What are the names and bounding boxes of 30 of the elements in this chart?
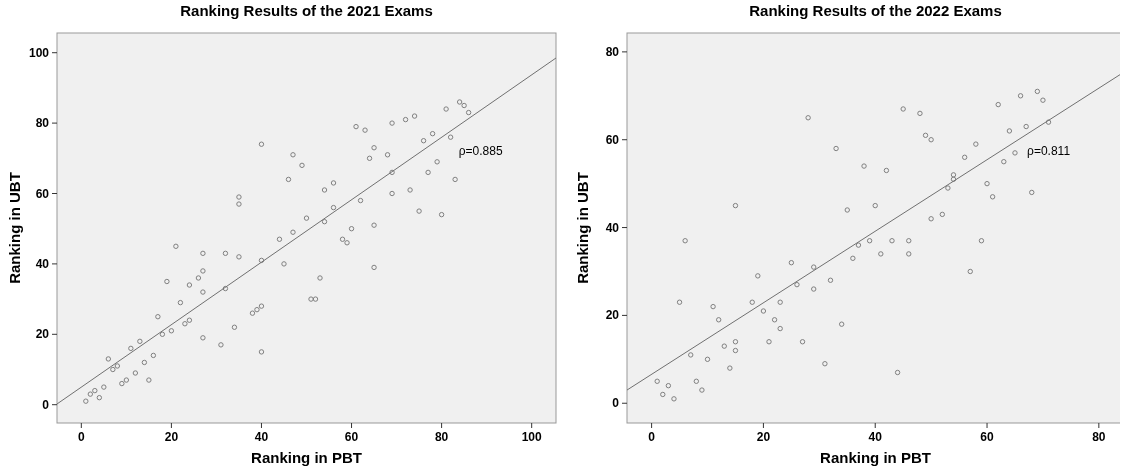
y-tick-label: 0 <box>612 396 620 411</box>
x-tick-label: 60 <box>980 430 995 444</box>
x-tick-label: 0 <box>648 430 656 444</box>
x-tick-label: 80 <box>434 430 449 444</box>
x-tick-label: 60 <box>344 430 359 444</box>
y-axis-title: Ranking in UBT <box>6 172 23 284</box>
y-tick-label: 40 <box>605 220 620 235</box>
x-axis-title: Ranking in PBT <box>820 449 931 466</box>
chart-title: Ranking Results of the 2021 Exams <box>180 2 433 19</box>
x-tick-label: 80 <box>1092 430 1106 444</box>
y-tick-label: 80 <box>35 116 50 131</box>
x-tick-label: 20 <box>756 430 771 444</box>
annotation: ρ=0.885 <box>458 144 503 158</box>
y-tick-label: 60 <box>605 132 620 147</box>
y-tick-label: 80 <box>605 44 620 59</box>
x-tick-label: 40 <box>868 430 883 444</box>
y-tick-label: 100 <box>28 45 50 60</box>
chart-title: Ranking Results of the 2022 Exams <box>749 2 1002 19</box>
y-tick-label: 20 <box>35 327 50 342</box>
annotation: ρ=0.811 <box>1027 144 1071 158</box>
y-tick-label: 20 <box>605 308 620 323</box>
y-tick-label: 60 <box>35 186 50 201</box>
y-axis-title: Ranking in UBT <box>574 172 591 284</box>
y-tick-label: 40 <box>35 256 50 271</box>
x-tick-label: 20 <box>164 430 179 444</box>
x-tick-label: 0 <box>77 430 85 444</box>
x-axis-title: Ranking in PBT <box>251 449 362 466</box>
y-tick-label: 0 <box>42 397 50 412</box>
x-tick-label: 100 <box>521 430 543 444</box>
x-tick-label: 40 <box>254 430 269 444</box>
